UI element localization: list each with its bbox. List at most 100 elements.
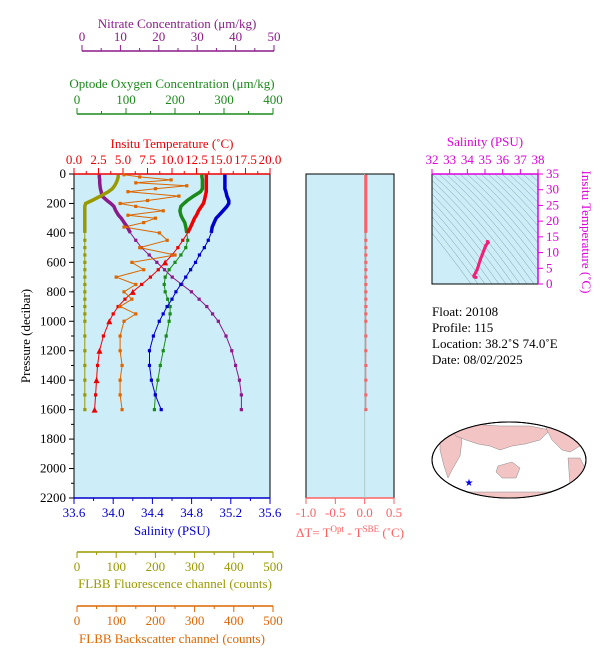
salinity-point — [206, 238, 210, 242]
nitrate-axis-label: Nitrate Concentration (μm/kg) — [98, 16, 257, 31]
salinity-point — [184, 275, 188, 279]
fluorescence-series — [83, 174, 120, 412]
pressure-tick-label: 800 — [47, 284, 67, 299]
temperature-point — [96, 347, 103, 354]
temperature-point — [156, 268, 160, 272]
fluorescence-tick-label: 0 — [74, 559, 81, 574]
pressure-tick-label: 2200 — [40, 490, 66, 505]
profile-series — [83, 173, 243, 413]
salinity-point — [147, 349, 152, 353]
backscatter-point — [118, 334, 122, 338]
oxygen-point — [186, 238, 190, 242]
temperature-point — [91, 406, 98, 413]
fluorescence-tick-label: 100 — [106, 559, 126, 574]
oxygen-point — [167, 268, 171, 272]
salinity-point — [170, 297, 174, 301]
ts-salinity-tick-label: 32 — [426, 152, 439, 167]
pressure-tick-label: 200 — [47, 195, 67, 210]
salinity-point — [197, 253, 202, 257]
pressure-axis: 0 200 400 600 800 1000 1200 1400 1600 1800 2000 220… — [40, 166, 74, 505]
nitrate-point — [134, 238, 138, 242]
salinity-point — [147, 363, 152, 368]
oxygen-point — [158, 363, 162, 368]
density-contour — [432, 216, 486, 284]
temperature-tick-label: 0.0 — [66, 152, 82, 167]
salinity-point — [165, 304, 169, 309]
delta-t-point — [364, 305, 368, 309]
ts-point — [482, 249, 486, 253]
ts-temperature-tick-label: 5 — [546, 260, 553, 275]
backscatter-point — [122, 225, 126, 229]
nitrate-point — [230, 349, 234, 353]
fluorescence-tick-label: 400 — [224, 559, 244, 574]
delta-t-point — [364, 275, 368, 279]
backscatter-axis-label: FLBB Backscatter channel (counts) — [79, 631, 265, 646]
backscatter-point — [173, 253, 177, 257]
fluorescence-point — [83, 297, 87, 301]
temperature-point — [181, 238, 185, 242]
backscatter-point — [153, 187, 157, 191]
backscatter-point — [185, 184, 189, 188]
backscatter-series — [114, 173, 189, 412]
fluorescence-point — [83, 334, 87, 338]
world-map: ★ — [431, 421, 587, 499]
backscatter-point — [138, 175, 142, 179]
salinity-point — [174, 290, 178, 294]
delta-t-tick-label: -0.5 — [325, 505, 346, 520]
fluorescence-point — [83, 268, 87, 272]
nitrate-tick-label: 20 — [152, 29, 165, 44]
ts-temperature-tick-label: 25 — [546, 197, 559, 212]
nitrate-point — [155, 260, 159, 264]
temperature-tick-label: 2.5 — [90, 152, 106, 167]
ts-point — [474, 275, 478, 279]
backscatter-point — [118, 393, 122, 397]
ts-temperature-tick-label: 15 — [546, 229, 559, 244]
profiles-panel — [73, 173, 271, 499]
backscatter-tick-label: 0 — [74, 613, 81, 628]
ts-temperature-tick-label: 20 — [546, 213, 559, 228]
salinity-tick-label: 33.6 — [63, 505, 86, 520]
bottom-axes: 33.6 34.0 34.4 34.8 35.2 35.6 0 100 200 300 400 500… — [63, 497, 283, 628]
nitrate-series — [97, 174, 243, 412]
fluorescence-point — [83, 363, 87, 368]
delta-t-point — [364, 349, 368, 353]
nitrate-point — [189, 290, 194, 294]
delta-t-axis-label: ΔT= TOpt - TSBE (˚C) — [296, 524, 404, 540]
backscatter-point — [142, 268, 146, 272]
density-contour — [452, 174, 538, 271]
temperature-point — [93, 377, 100, 384]
backscatter-point — [118, 304, 122, 309]
fluorescence-tick-label: 500 — [263, 559, 283, 574]
ts-temperature-tick-label: 10 — [546, 245, 559, 260]
oxygen-point — [179, 253, 183, 257]
delta-t-point — [364, 378, 368, 382]
pressure-tick-label: 1000 — [40, 313, 66, 328]
temperature-tick-label: 7.5 — [139, 152, 155, 167]
backscatter-tick-label: 200 — [146, 613, 166, 628]
backscatter-point — [130, 260, 134, 264]
backscatter-point — [122, 290, 126, 294]
density-contour — [432, 232, 472, 284]
nitrate-point — [237, 378, 242, 382]
temperature-point — [129, 288, 136, 295]
nitrate-point — [239, 408, 243, 412]
nitrate-point — [210, 312, 215, 316]
salinity-tick-label: 34.4 — [141, 505, 164, 520]
top-axes: 0 10 20 30 40 50 0 100 200 300 400 0.0 2.5 5.0 7.5 10.0… — [66, 29, 283, 175]
backscatter-tick-label: 500 — [263, 613, 283, 628]
delta-t-point — [364, 312, 368, 316]
salinity-tick-label: 35.6 — [259, 505, 282, 520]
oxygen-upper-line — [178, 174, 205, 234]
ts-temperature-tick-label: 30 — [546, 182, 559, 197]
pressure-tick-label: 600 — [47, 254, 67, 269]
oxygen-point — [161, 349, 165, 353]
ts-salinity-axis-label: Salinity (PSU) — [447, 134, 523, 149]
temperature-tick-label: 15.0 — [210, 152, 233, 167]
density-contour — [473, 174, 538, 244]
profile-number: Profile: 115 — [432, 320, 493, 335]
ts-point — [478, 257, 483, 262]
density-contour — [480, 174, 538, 235]
density-contour — [529, 174, 538, 182]
